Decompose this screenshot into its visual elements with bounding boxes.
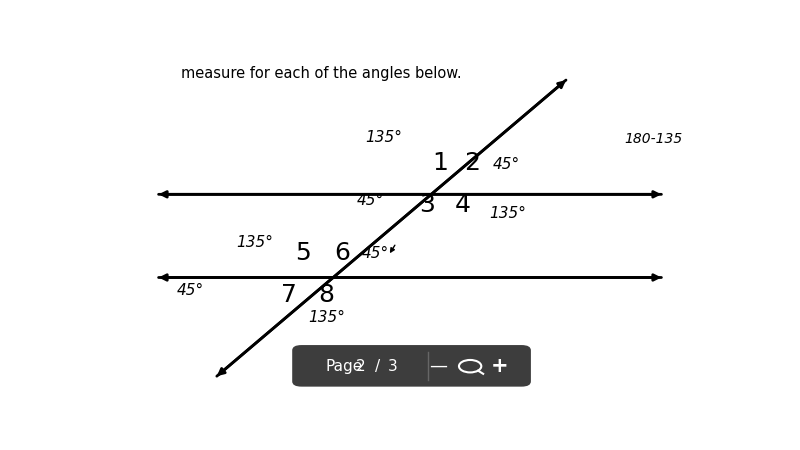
Text: /: / xyxy=(375,359,380,374)
Text: 135°: 135° xyxy=(366,130,402,144)
Text: +: + xyxy=(491,356,509,376)
Text: 5: 5 xyxy=(295,241,310,265)
Text: —: — xyxy=(429,357,447,375)
Text: 4: 4 xyxy=(454,194,470,217)
Text: 135°: 135° xyxy=(237,235,274,250)
Text: 135°: 135° xyxy=(490,206,526,221)
Text: 45°: 45° xyxy=(177,283,204,298)
Text: 45°: 45° xyxy=(362,246,389,261)
Text: 3: 3 xyxy=(388,359,398,374)
Text: 7: 7 xyxy=(281,283,297,307)
Text: Page: Page xyxy=(325,359,362,374)
Text: 2: 2 xyxy=(464,151,480,175)
Text: 45°: 45° xyxy=(357,193,384,208)
Text: 2: 2 xyxy=(355,359,366,374)
Text: 3: 3 xyxy=(419,194,434,217)
Text: 1: 1 xyxy=(433,151,448,175)
Text: 6: 6 xyxy=(334,241,350,265)
Text: 135°: 135° xyxy=(308,310,345,325)
Text: 45°: 45° xyxy=(493,158,519,172)
Text: 8: 8 xyxy=(318,283,334,307)
Text: measure for each of the angles below.: measure for each of the angles below. xyxy=(181,66,462,81)
FancyBboxPatch shape xyxy=(292,345,531,387)
Text: 180-135: 180-135 xyxy=(624,132,682,146)
